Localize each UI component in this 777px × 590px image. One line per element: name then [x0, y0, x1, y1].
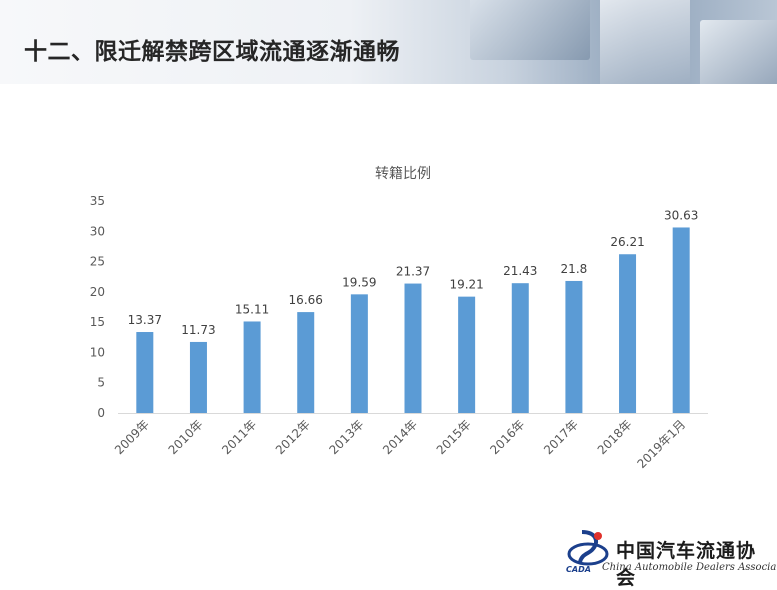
logo-abbr: CADA [566, 565, 591, 574]
data-label: 19.59 [342, 275, 376, 289]
bar-2010年 [189, 341, 207, 413]
x-tick-label: 2014年 [380, 417, 420, 457]
bar-2009年 [136, 332, 154, 413]
x-tick-label: 2009年 [112, 417, 152, 457]
y-tick-label: 20 [90, 285, 105, 299]
data-label: 21.43 [503, 264, 537, 278]
data-label: 21.8 [561, 262, 588, 276]
bar-2018年 [619, 254, 637, 413]
bar-2014年 [404, 283, 422, 413]
slide-header: 十二、限迁解禁跨区域流通逐渐通畅 [0, 0, 777, 84]
x-tick-label: 2019年1月 [634, 417, 688, 471]
decorative-cube [470, 0, 590, 60]
data-label: 16.66 [289, 293, 323, 307]
y-tick-label: 35 [90, 194, 105, 208]
data-label: 19.21 [449, 278, 483, 292]
bar-2011年 [243, 321, 261, 413]
x-tick-label: 2017年 [541, 417, 581, 457]
x-tick-label: 2015年 [434, 417, 474, 457]
bar-2019年1月 [672, 227, 690, 413]
y-tick-label: 25 [90, 255, 105, 269]
page-title: 十二、限迁解禁跨区域流通逐渐通畅 [24, 39, 400, 65]
data-label: 21.37 [396, 265, 430, 279]
x-tick-label: 2018年 [595, 417, 635, 457]
x-tick-label: 2010年 [166, 417, 206, 457]
data-label: 26.21 [610, 235, 644, 249]
y-tick-label: 10 [90, 345, 105, 359]
decorative-cube [600, 0, 690, 84]
cada-emblem-icon [567, 530, 609, 566]
bar-2013年 [350, 294, 368, 413]
x-tick-label: 2013年 [327, 417, 367, 457]
x-tick-label: 2016年 [487, 417, 527, 457]
data-label: 11.73 [181, 323, 215, 337]
logo-name-en: China Automobile Dealers Association [602, 562, 777, 573]
bar-2016年 [511, 283, 529, 413]
y-tick-label: 15 [90, 315, 105, 329]
x-tick-label: 2012年 [273, 417, 313, 457]
data-label: 13.37 [128, 313, 162, 327]
cada-logo: CADA 中国汽车流通协会 China Automobile Dealers A… [562, 528, 777, 589]
x-tick-label: 2011年 [219, 417, 259, 457]
y-tick-label: 30 [90, 224, 105, 238]
y-tick-label: 0 [97, 406, 105, 420]
bar-2017年 [565, 280, 583, 413]
bar-2012年 [297, 312, 315, 413]
chart-title: 转籍比例 [375, 165, 431, 182]
data-label: 15.11 [235, 302, 269, 316]
bar-2015年 [458, 296, 476, 413]
decorative-cube [700, 20, 777, 84]
data-label: 30.63 [664, 208, 698, 222]
y-tick-label: 5 [97, 376, 105, 390]
